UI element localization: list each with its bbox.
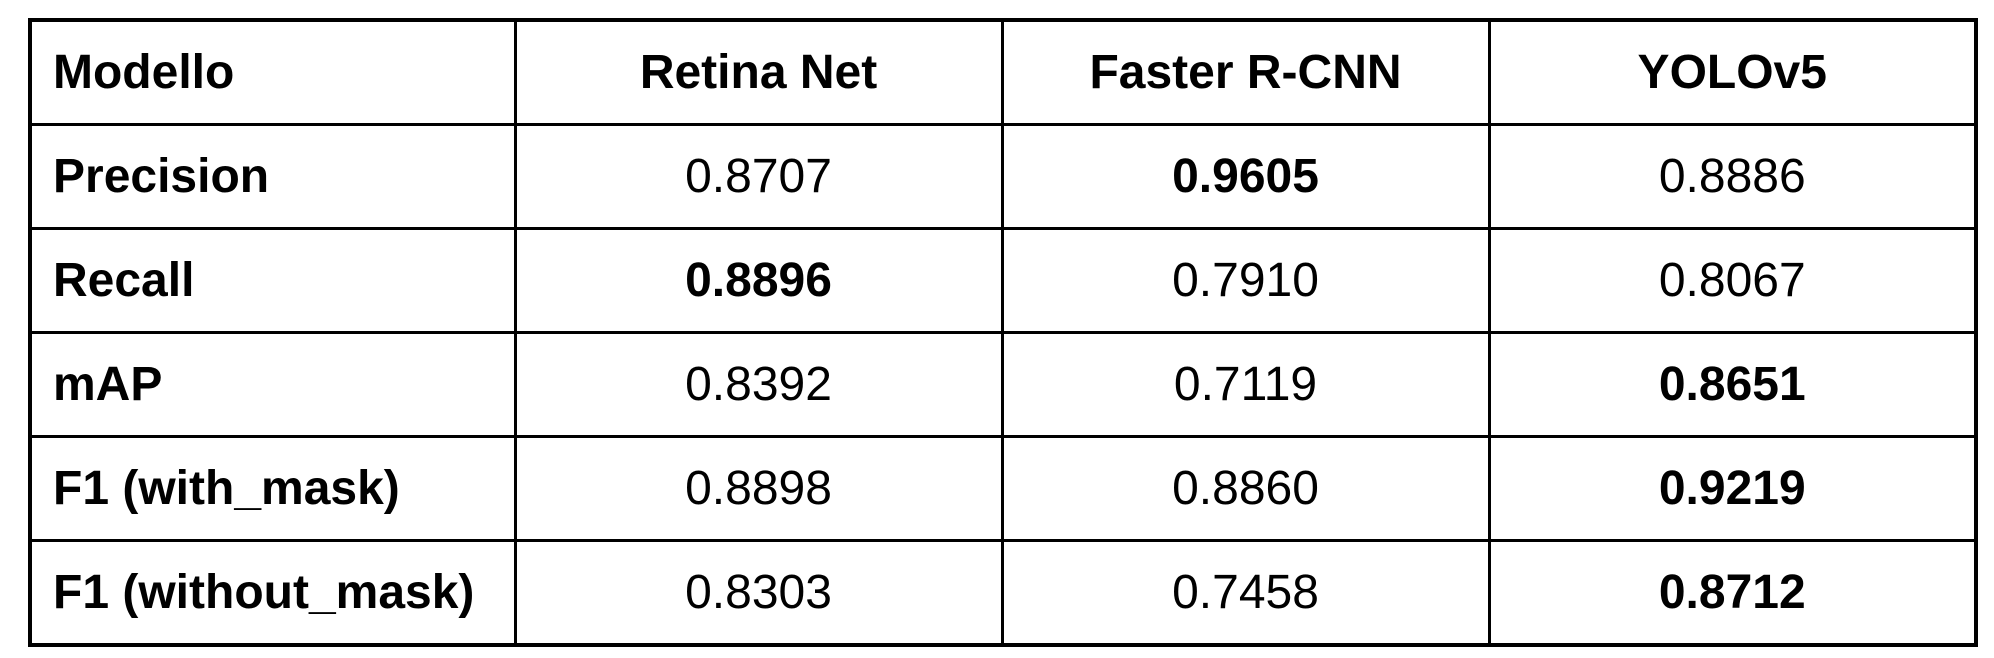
table-cell: 0.9605	[1000, 123, 1491, 230]
table-cell: 0.8896	[513, 227, 1004, 334]
table-cell: 0.8898	[513, 435, 1004, 542]
row-label-precision: Precision	[28, 123, 517, 230]
table-row: F1 (without_mask) 0.8303 0.7458 0.8712	[28, 539, 1978, 647]
table-cell: 0.9219	[1487, 435, 1978, 542]
table-cell: 0.8707	[513, 123, 1004, 230]
row-label-recall: Recall	[28, 227, 517, 334]
table-cell: 0.7458	[1000, 539, 1491, 647]
results-table: Modello Retina Net Faster R-CNN YOLOv5 P…	[28, 18, 1978, 647]
header-model-label: Modello	[28, 18, 517, 126]
table-header-row: Modello Retina Net Faster R-CNN YOLOv5	[28, 18, 1978, 126]
header-faster-rcnn: Faster R-CNN	[1000, 18, 1491, 126]
table-cell: 0.8303	[513, 539, 1004, 647]
table-row: F1 (with_mask) 0.8898 0.8860 0.9219	[28, 435, 1978, 542]
table-cell: 0.8886	[1487, 123, 1978, 230]
header-retina-net: Retina Net	[513, 18, 1004, 126]
table-row: Precision 0.8707 0.9605 0.8886	[28, 123, 1978, 230]
table-row: Recall 0.8896 0.7910 0.8067	[28, 227, 1978, 334]
table-row: mAP 0.8392 0.7119 0.8651	[28, 331, 1978, 438]
table-cell: 0.8392	[513, 331, 1004, 438]
table-cell: 0.8651	[1487, 331, 1978, 438]
row-label-f1-with-mask: F1 (with_mask)	[28, 435, 517, 542]
table-cell: 0.7910	[1000, 227, 1491, 334]
table-cell: 0.8067	[1487, 227, 1978, 334]
table-cell: 0.8860	[1000, 435, 1491, 542]
row-label-f1-without-mask: F1 (without_mask)	[28, 539, 517, 647]
table-cell: 0.7119	[1000, 331, 1491, 438]
table-cell: 0.8712	[1487, 539, 1978, 647]
row-label-map: mAP	[28, 331, 517, 438]
header-yolov5: YOLOv5	[1487, 18, 1978, 126]
